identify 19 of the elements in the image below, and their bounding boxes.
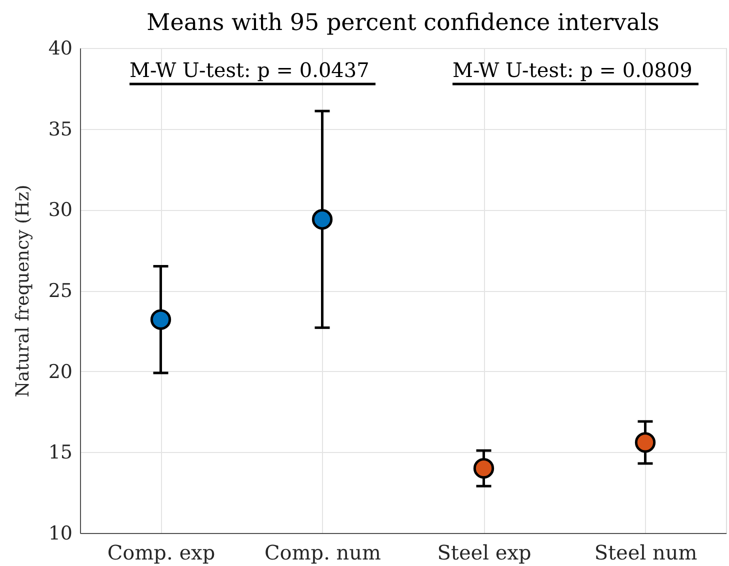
y-tick-label: 15	[48, 442, 72, 464]
point	[473, 458, 494, 479]
annotation: M-W U-test: p = 0.0809	[452, 58, 692, 82]
y-axis-title: Natural frequency (Hz)	[12, 184, 34, 398]
chart-title: Means with 95 percent confidence intervals	[146, 10, 660, 36]
point	[150, 309, 172, 330]
annotation: M-W U-test: p = 0.0437	[130, 58, 370, 82]
x-tick-label: Steel exp	[437, 540, 532, 564]
x-tick-label: Comp. exp	[107, 540, 216, 564]
point	[634, 432, 656, 453]
y-tick-label: 30	[48, 199, 72, 222]
y-tick-label: 25	[48, 280, 72, 302]
x-tick-label: Comp. num	[264, 540, 382, 564]
y-tick-label: 10	[48, 522, 72, 544]
y-tick-label: 40	[48, 38, 72, 60]
point	[312, 209, 333, 230]
x-tick-label: Steel num	[594, 540, 698, 564]
y-tick-label: 20	[48, 360, 72, 383]
y-tick-label: 35	[48, 118, 72, 140]
